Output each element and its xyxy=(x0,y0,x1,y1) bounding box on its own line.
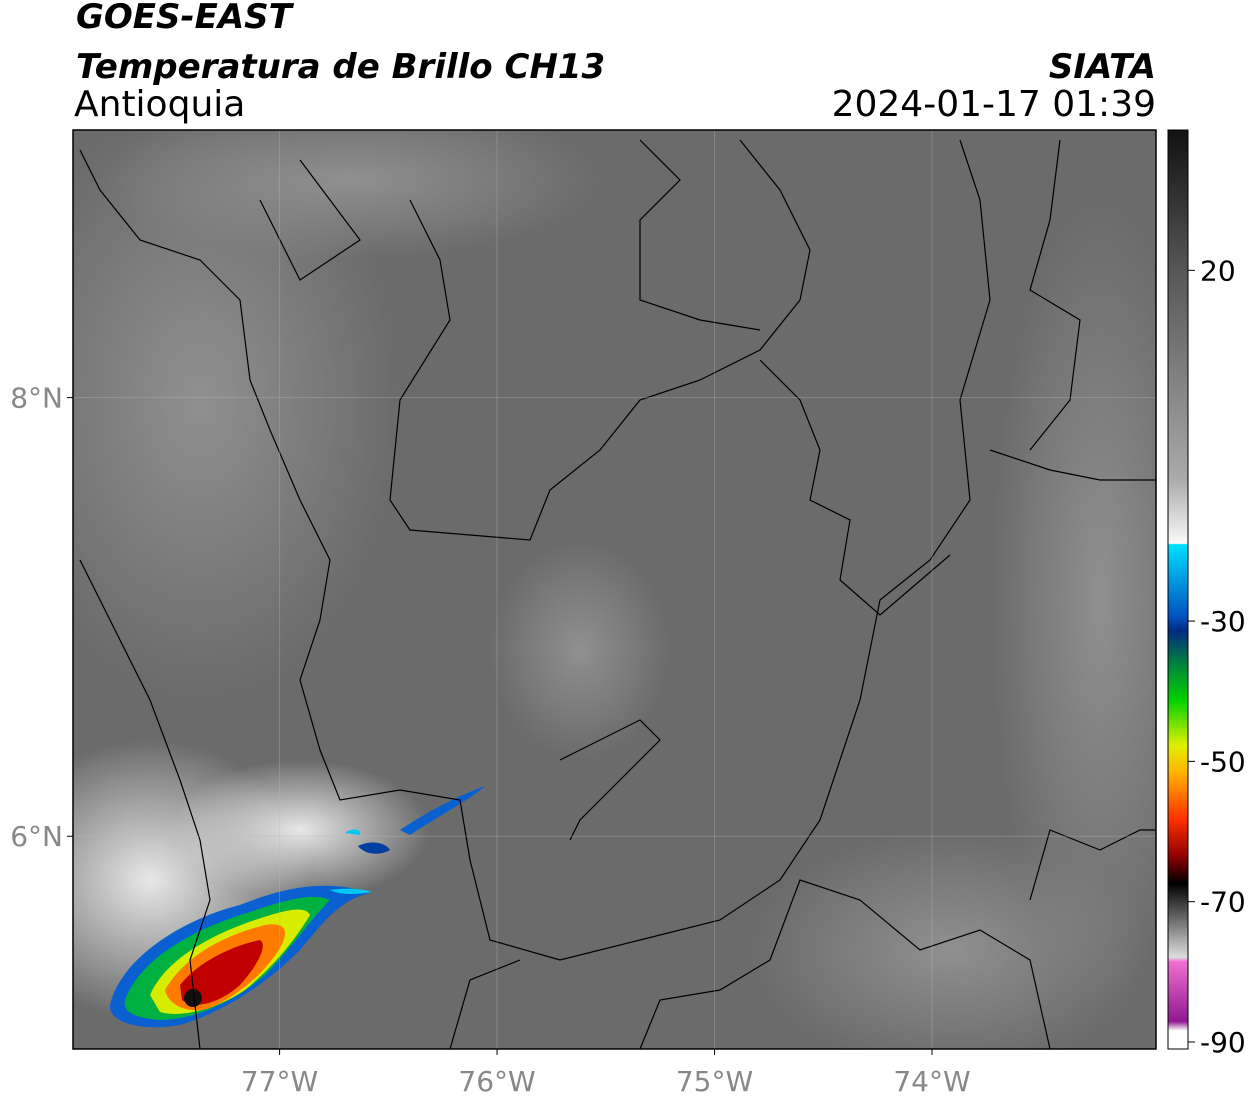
y-tick-label: 8°N xyxy=(10,382,63,415)
colorbar-tick-label: -50 xyxy=(1200,745,1246,778)
colorbar-tick-label: -90 xyxy=(1200,1026,1246,1059)
region: Antioquia xyxy=(74,84,245,125)
colorbar-tick-label: -30 xyxy=(1200,605,1246,638)
datetime: 2024-01-17 01:39 xyxy=(832,84,1156,125)
colorbar-tick-label: -70 xyxy=(1200,886,1246,919)
source: SIATA xyxy=(1049,47,1156,87)
x-tick-label: 76°W xyxy=(458,1065,535,1098)
colorbar-tick-label: 20 xyxy=(1200,254,1236,287)
subtitle: Temperatura de Brillo CH13 xyxy=(76,47,605,87)
y-tick-label: 6°N xyxy=(10,820,63,853)
map-imagery xyxy=(73,130,1156,1049)
x-tick-label: 75°W xyxy=(676,1065,753,1098)
x-tick-label: 77°W xyxy=(241,1065,318,1098)
x-tick-label: 74°W xyxy=(893,1065,970,1098)
colorbar xyxy=(1167,129,1189,1050)
title: GOES-EAST xyxy=(76,0,295,37)
map-frame xyxy=(72,129,1157,1050)
graticule xyxy=(73,130,1156,1049)
